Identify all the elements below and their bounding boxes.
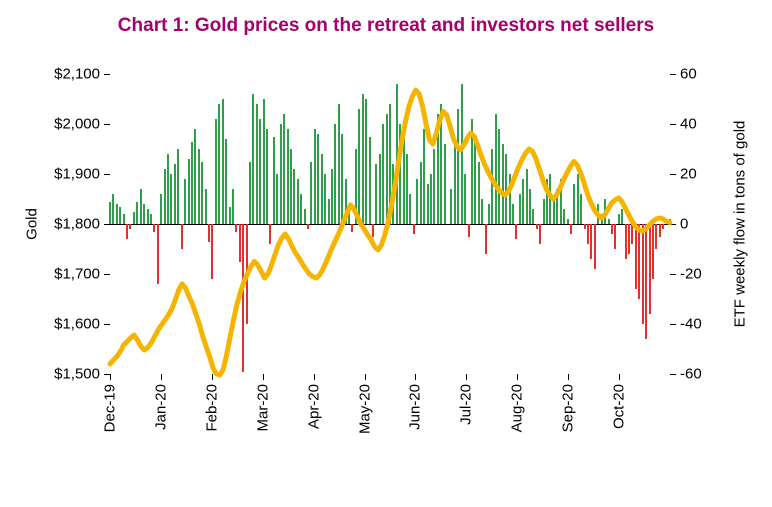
gold-price-line [110,90,670,375]
x-tick-label: May-20 [356,384,373,434]
y-tick-mark-right [670,324,676,325]
x-tick-mark [314,374,315,380]
x-tick-mark [415,374,416,380]
y-tick-label-left: $1,900 [54,166,100,183]
y-tick-mark-right [670,274,676,275]
x-tick-mark [161,374,162,380]
plot-area: $1,500$1,600$1,700$1,800$1,900$2,000$2,1… [110,74,670,374]
x-tick-label: Feb-20 [203,384,220,432]
y-tick-label-right: 0 [680,216,688,233]
x-tick-mark [263,374,264,380]
y-tick-label-left: $2,000 [54,116,100,133]
y-axis-label-right: ETF weekly flow in tons of gold [732,121,749,328]
x-tick-label: Dec-19 [102,384,119,432]
y-tick-label-left: $1,600 [54,316,100,333]
x-tick-label: Aug-20 [509,384,526,432]
y-axis-label-left: Gold [24,208,41,240]
x-tick-label: Oct-20 [611,384,628,429]
y-tick-mark-right [670,374,676,375]
y-tick-label-left: $2,100 [54,66,100,83]
x-tick-label: Jan-20 [152,384,169,430]
y-tick-label-right: 20 [680,166,697,183]
x-tick-mark [110,374,111,380]
y-tick-label-right: -40 [680,316,702,333]
x-tick-label: Mar-20 [254,384,271,432]
y-tick-mark-right [670,174,676,175]
x-tick-label: Apr-20 [305,384,322,429]
x-tick-label: Jun-20 [407,384,424,430]
x-tick-label: Jul-20 [458,384,475,425]
y-tick-label-left: $1,800 [54,216,100,233]
y-tick-label-right: 40 [680,116,697,133]
y-tick-label-right: 60 [680,66,697,83]
y-tick-label-right: -60 [680,366,702,383]
x-tick-mark [568,374,569,380]
chart-title: Chart 1: Gold prices on the retreat and … [0,0,772,38]
y-tick-mark-right [670,124,676,125]
y-tick-label-left: $1,500 [54,366,100,383]
x-tick-mark [466,374,467,380]
x-tick-mark [212,374,213,380]
y-tick-mark-right [670,74,676,75]
gold-line-svg [110,74,670,374]
y-tick-label-right: -20 [680,266,702,283]
x-tick-label: Sep-20 [560,384,577,432]
x-tick-mark [619,374,620,380]
x-tick-mark [517,374,518,380]
y-tick-label-left: $1,700 [54,266,100,283]
x-tick-mark [365,374,366,380]
